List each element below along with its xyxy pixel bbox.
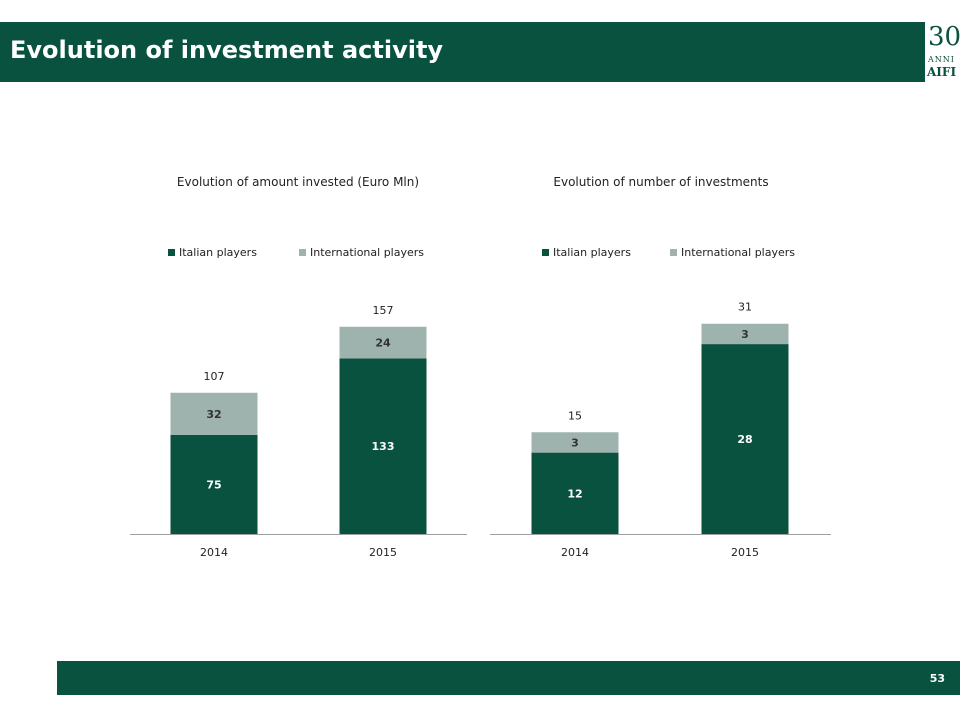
x-tick-label: 2015 xyxy=(369,546,397,559)
aifi-logo: 30 ANNI AIFI xyxy=(926,22,960,82)
chart-title: Evolution of number of investments xyxy=(553,175,768,189)
legend-swatch-international xyxy=(670,249,677,256)
data-label: 24 xyxy=(375,337,391,350)
data-label: 32 xyxy=(206,408,221,421)
total-label: 157 xyxy=(373,304,394,317)
page-title: Evolution of investment activity xyxy=(10,36,444,64)
bar-international-2014 xyxy=(531,432,619,453)
bar-italian-2015 xyxy=(339,358,427,534)
legend-label: Italian players xyxy=(553,246,631,259)
legend-label: International players xyxy=(310,246,424,259)
data-label: 28 xyxy=(737,433,752,446)
data-label: 3 xyxy=(571,436,579,449)
total-label: 107 xyxy=(204,370,225,383)
bar-italian-2015 xyxy=(701,344,789,534)
data-label: 3 xyxy=(741,328,749,341)
legend-label: International players xyxy=(681,246,795,259)
data-label: 133 xyxy=(372,440,395,453)
logo-name: AIFI xyxy=(927,65,957,79)
bar-italian-2014 xyxy=(170,435,258,534)
legend-swatch-international xyxy=(299,249,306,256)
bar-international-2015 xyxy=(339,326,427,359)
page-number: 53 xyxy=(929,672,945,685)
data-label: 75 xyxy=(206,479,221,492)
x-tick-label: 2015 xyxy=(731,546,759,559)
logo-subtitle: ANNI xyxy=(928,55,955,64)
legend-swatch-italian xyxy=(542,249,549,256)
x-tick-label: 2014 xyxy=(561,546,589,559)
legend-label: Italian players xyxy=(179,246,257,259)
total-label: 31 xyxy=(738,301,752,314)
footer-bar: 53 xyxy=(57,661,960,695)
chart-title: Evolution of amount invested (Euro Mln) xyxy=(177,175,419,189)
header-bar xyxy=(0,22,925,82)
x-tick-label: 2014 xyxy=(200,546,228,559)
data-label: 12 xyxy=(567,487,582,500)
bar-italian-2014 xyxy=(531,452,619,534)
logo-number: 30 xyxy=(928,22,960,52)
bar-international-2015 xyxy=(701,323,789,345)
legend-swatch-italian xyxy=(168,249,175,256)
bar-international-2014 xyxy=(170,392,258,435)
total-label: 15 xyxy=(568,409,582,422)
